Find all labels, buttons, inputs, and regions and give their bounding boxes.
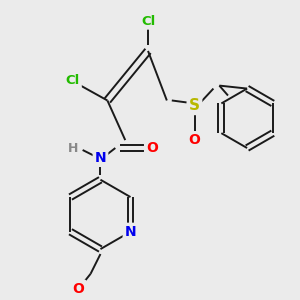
Text: O: O <box>146 141 158 155</box>
Text: H: H <box>68 142 78 154</box>
Text: O: O <box>73 282 85 296</box>
Text: N: N <box>125 225 136 239</box>
Text: N: N <box>95 151 106 165</box>
Text: S: S <box>189 98 200 113</box>
Text: Cl: Cl <box>66 74 80 87</box>
Text: O: O <box>189 133 200 147</box>
Text: Cl: Cl <box>141 15 155 28</box>
